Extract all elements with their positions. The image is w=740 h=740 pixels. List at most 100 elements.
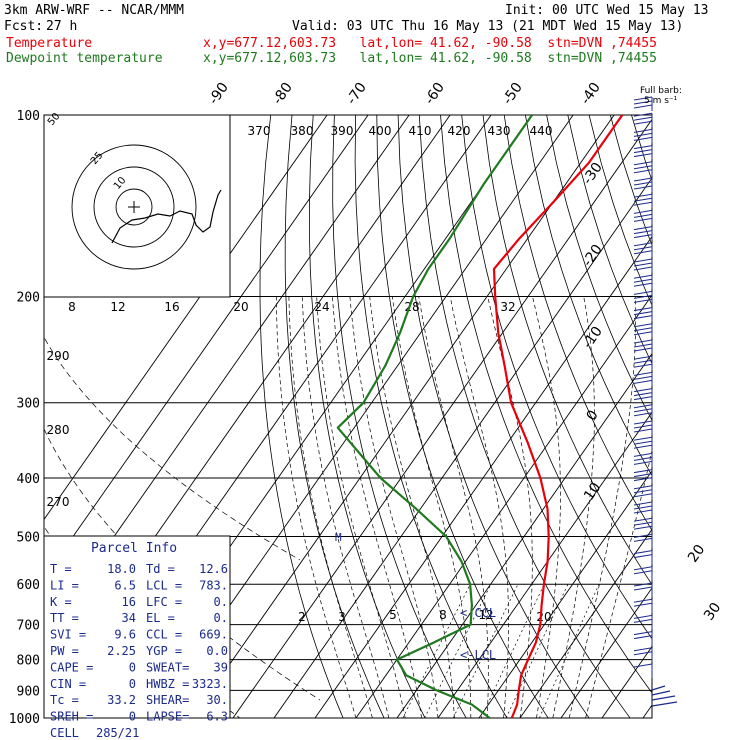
- wind-barb-flag: [633, 112, 653, 117]
- lcl-marker: <-LCL: [460, 648, 496, 662]
- wind-barb-flag: [633, 388, 653, 393]
- parcel-info-row: LI = 6.5 LCL = 783.: [50, 578, 228, 592]
- temperature-location: x,y=677.12,603.73 lat,lon= 41.62, -90.58…: [203, 36, 657, 51]
- wind-barb-flag: [633, 246, 653, 251]
- parcel-label: PW =: [50, 644, 79, 658]
- parcel-value: 12.6: [199, 562, 228, 576]
- wind-barb: [633, 598, 653, 614]
- pressure-tick-label: 700: [17, 619, 40, 634]
- wind-barb: [633, 355, 653, 371]
- wind-barb-flag: [633, 473, 653, 478]
- wind-barb: [633, 258, 653, 273]
- parcel-value: 0.: [214, 595, 228, 609]
- dry-adiabat-line: [525, 115, 652, 477]
- wind-barb-flag: [633, 618, 653, 623]
- isotherm-label: -20: [580, 242, 606, 270]
- wind-barb: [633, 177, 653, 192]
- dry-adiabat-line: [440, 115, 652, 694]
- wind-barb: [633, 647, 653, 662]
- parcel-info-row: SREH = 0 LAPSE= 6.3: [50, 710, 228, 724]
- wind-barb: [633, 517, 653, 533]
- parcel-value: 0: [129, 710, 136, 724]
- wind-barb-flag: [633, 554, 653, 559]
- wind-barb-flag: [633, 307, 653, 312]
- isotherm-label: 30: [701, 600, 724, 624]
- isotherm-line: [232, 118, 652, 718]
- wind-barb: [633, 226, 653, 241]
- theta-e-line: [44, 336, 301, 561]
- wind-barb-flag: [633, 424, 653, 429]
- parcel-info-row: CIN = 0 HWBZ = 3323.: [50, 677, 228, 691]
- parcel-label: K =: [50, 595, 72, 609]
- parcel-value: 0.0: [206, 644, 228, 658]
- isotherm-label: -40: [578, 80, 604, 108]
- wind-barb: [633, 371, 653, 387]
- isotherm-label: -70: [344, 80, 370, 108]
- wind-barb: [633, 452, 653, 468]
- wind-barb-flag: [633, 193, 653, 198]
- temperature-legend: Temperature: [6, 36, 93, 51]
- wind-barb-flag: [633, 420, 653, 425]
- isotherm-line: [396, 352, 652, 718]
- hodograph-trace: [111, 189, 222, 244]
- el-marker: M: [335, 531, 342, 544]
- wind-barb-flag: [633, 149, 653, 154]
- theta-label: 420: [448, 124, 471, 138]
- isotherm-label: -80: [270, 80, 296, 108]
- moist-adiabat-line: [349, 296, 439, 718]
- pressure-tick-label: 900: [17, 684, 40, 699]
- dry-adiabat-line: [482, 115, 652, 586]
- wind-barb-low: [651, 695, 676, 701]
- wind-barb: [633, 420, 653, 435]
- wind-barb-flag: [633, 614, 653, 619]
- wind-barb-flag: [633, 436, 653, 441]
- wind-barb-flag: [633, 290, 653, 295]
- wind-barb: [633, 242, 653, 257]
- wind-barb-flag: [633, 274, 653, 279]
- parcel-info-row: T = 18.0 Td = 12.6: [50, 562, 228, 576]
- parcel-label: LFC =: [146, 595, 182, 609]
- wind-barb-flag: [633, 347, 653, 352]
- pressure-tick-label: 800: [17, 654, 40, 669]
- wind-barb-flag: [633, 234, 653, 239]
- wind-barb-flag: [633, 359, 653, 364]
- wind-barb-flag: [633, 408, 653, 413]
- parcel-value: 0.: [214, 611, 228, 625]
- wind-barb-flag: [633, 647, 653, 652]
- wind-barb-flag: [633, 116, 653, 121]
- wind-barb-flag: [633, 469, 653, 474]
- parcel-value: 18.0: [107, 562, 136, 576]
- wind-barb-flag: [633, 428, 653, 433]
- isotherm-line: [684, 115, 740, 718]
- wind-barb-flag: [633, 185, 653, 190]
- dry-adiabat-line: [259, 115, 344, 718]
- theta-label: 440: [530, 124, 553, 138]
- wind-barb-flag: [633, 493, 653, 498]
- wind-barb-flag: [633, 145, 653, 150]
- parcel-label: T =: [50, 562, 72, 576]
- parcel-value: 669.: [199, 628, 228, 642]
- parcel-value: 0: [129, 677, 136, 691]
- wind-barb-flag: [633, 379, 653, 384]
- parcel-info-row: CAPE = 0 SWEAT= 39: [50, 660, 228, 674]
- moist-adiabat-line: [552, 296, 595, 718]
- wind-barb-flag: [633, 339, 653, 344]
- dry-adiabat-line: [588, 115, 652, 307]
- isotherm-line: [642, 704, 652, 718]
- wind-barb-flag: [633, 550, 653, 555]
- moist-adiabat-line: [301, 296, 390, 718]
- wind-barb-low: [651, 685, 666, 691]
- model-title: 3km ARW-WRF -- NCAR/MMM: [4, 3, 185, 18]
- wind-barb: [633, 631, 653, 646]
- theta-e-label: 280: [47, 423, 70, 437]
- wind-barb-flag: [633, 100, 653, 105]
- wind-barb-flag: [633, 177, 653, 182]
- barb-legend-units: 5 m s⁻¹: [644, 96, 678, 106]
- wind-barb-flag: [633, 294, 653, 299]
- wind-barb: [633, 145, 653, 160]
- hodograph-ring: [71, 144, 197, 270]
- wind-barb-flag: [633, 266, 653, 271]
- hodograph-speed-label: 8: [68, 300, 76, 314]
- hodograph-speed-label: 16: [164, 300, 179, 314]
